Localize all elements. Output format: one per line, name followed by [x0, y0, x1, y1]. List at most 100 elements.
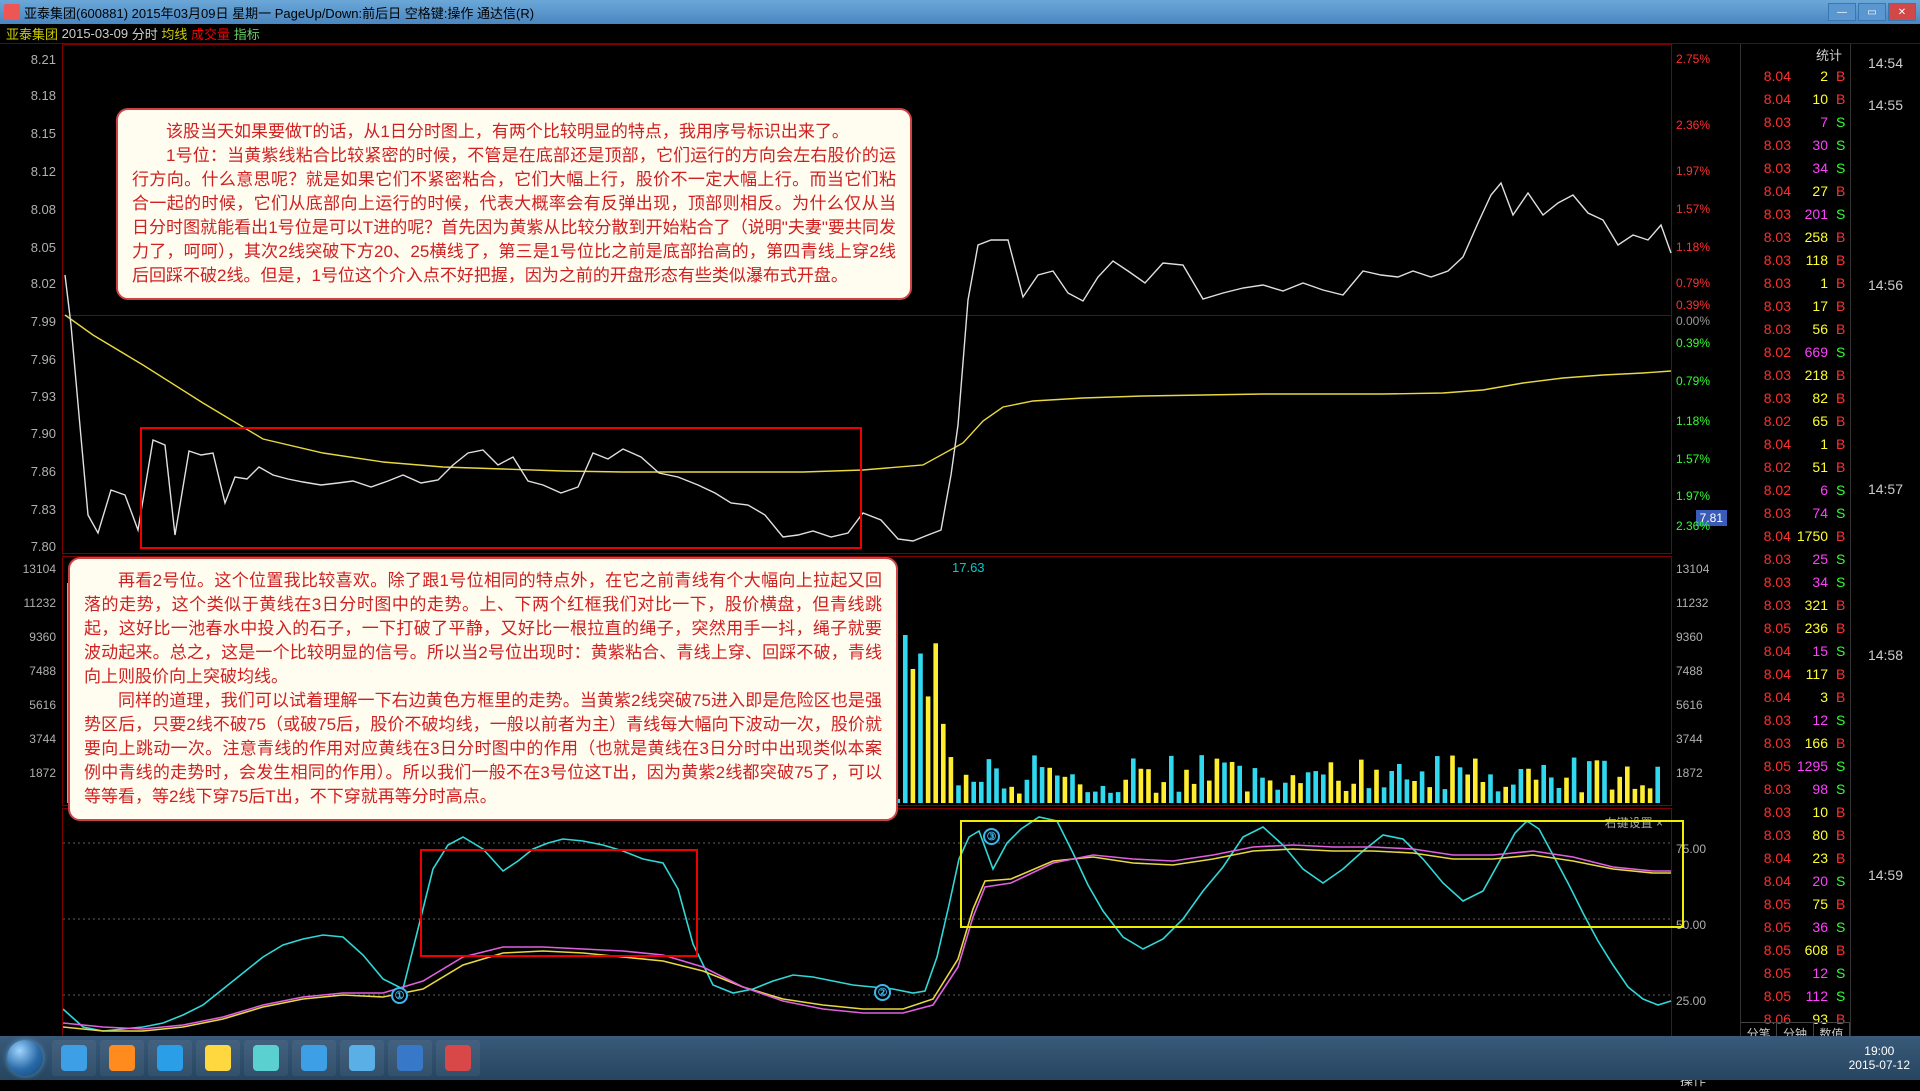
- pct-tick: 0.39%: [1676, 336, 1710, 350]
- trade-price: 8.04: [1741, 183, 1797, 199]
- trade-row: 8.031B: [1741, 271, 1850, 294]
- vol-tick: 1872: [29, 766, 56, 780]
- annotation-1-p2: 1号位：当黄紫线粘合比较紧密的时候，不管是在底部还是顶部，它们运行的方向会左右股…: [132, 144, 896, 288]
- taskbar-app-6[interactable]: [340, 1040, 384, 1076]
- app-icon: [205, 1045, 231, 1071]
- trade-vol: 1750: [1797, 528, 1836, 544]
- taskbar-app-4[interactable]: [244, 1040, 288, 1076]
- trade-price: 8.03: [1741, 781, 1797, 797]
- trade-price: 8.05: [1741, 965, 1797, 981]
- app-icon: [157, 1045, 183, 1071]
- trade-price: 8.03: [1741, 551, 1797, 567]
- trade-row: 8.05608B: [1741, 938, 1850, 961]
- close-button[interactable]: ✕: [1888, 3, 1916, 21]
- tray-date: 2015-07-12: [1849, 1058, 1910, 1072]
- time-label: 14:57: [1851, 474, 1920, 504]
- trade-side: B: [1836, 298, 1850, 314]
- title-bar: 亚泰集团(600881) 2015年03月09日 星期一 PageUp/Down…: [0, 0, 1920, 24]
- price-tick: 8.21: [31, 52, 56, 67]
- trade-price: 8.03: [1741, 804, 1797, 820]
- trade-price: 8.02: [1741, 413, 1797, 429]
- window-title: 亚泰集团(600881) 2015年03月09日 星期一 PageUp/Down…: [24, 3, 1828, 22]
- trade-price: 8.04: [1741, 436, 1797, 452]
- trade-vol: 12: [1797, 965, 1836, 981]
- trade-row: 8.0427B: [1741, 179, 1850, 202]
- pct-tick: 1.97%: [1676, 164, 1710, 178]
- app-icon: [397, 1045, 423, 1071]
- taskbar-app-1[interactable]: [100, 1040, 144, 1076]
- taskbar-app-0[interactable]: [52, 1040, 96, 1076]
- trade-row: 8.0374S: [1741, 501, 1850, 524]
- trade-row: 8.0310B: [1741, 800, 1850, 823]
- app-icon: [61, 1045, 87, 1071]
- trade-vol: 1: [1797, 275, 1836, 291]
- annotation-box-2: 再看2号位。这个位置我比较喜欢。除了跟1号位相同的特点外，在它之前青线有个大幅向…: [68, 557, 898, 821]
- trade-row: 8.051295S: [1741, 754, 1850, 777]
- trade-vol: 65: [1797, 413, 1836, 429]
- trade-row: 8.026S: [1741, 478, 1850, 501]
- stat-label[interactable]: 统计: [1816, 45, 1842, 64]
- trade-price: 8.04: [1741, 68, 1797, 84]
- trade-side: B: [1836, 735, 1850, 751]
- trade-row: 8.0410B: [1741, 87, 1850, 110]
- time-panel: 14:5414:5514:5614:5714:5814:59: [1850, 44, 1920, 1044]
- red-highlight-0: [140, 427, 862, 549]
- vol-tick-r: 1872: [1676, 766, 1703, 780]
- maximize-button[interactable]: ▭: [1858, 3, 1886, 21]
- trade-vol: 10: [1797, 91, 1836, 107]
- trade-price: 8.04: [1741, 666, 1797, 682]
- app-icon: [349, 1045, 375, 1071]
- trade-side: B: [1836, 413, 1850, 429]
- trade-side: S: [1836, 781, 1850, 797]
- trade-price: 8.05: [1741, 620, 1797, 636]
- taskbar-app-3[interactable]: [196, 1040, 240, 1076]
- trade-side: S: [1836, 919, 1850, 935]
- trade-side: B: [1836, 804, 1850, 820]
- time-label: 14:54: [1851, 48, 1920, 78]
- trade-vol: 74: [1797, 505, 1836, 521]
- price-tick: 8.18: [31, 88, 56, 103]
- pct-tick: 1.18%: [1676, 414, 1710, 428]
- trade-side: S: [1836, 344, 1850, 360]
- trade-row: 8.03258B: [1741, 225, 1850, 248]
- vol-tick: 3744: [29, 732, 56, 746]
- trade-vol: 6: [1797, 482, 1836, 498]
- taskbar-app-2[interactable]: [148, 1040, 192, 1076]
- trade-side: B: [1836, 275, 1850, 291]
- label-vol: 成交量: [191, 24, 230, 43]
- taskbar-app-8[interactable]: [436, 1040, 480, 1076]
- trade-price: 8.03: [1741, 505, 1797, 521]
- trade-vol: 1: [1797, 436, 1836, 452]
- trade-price: 8.03: [1741, 114, 1797, 130]
- trade-vol: 669: [1797, 344, 1836, 360]
- pct-tick: 1.57%: [1676, 452, 1710, 466]
- trade-vol: 36: [1797, 919, 1836, 935]
- price-tick: 8.15: [31, 126, 56, 141]
- trade-side: S: [1836, 482, 1850, 498]
- taskbar-app-5[interactable]: [292, 1040, 336, 1076]
- trade-side: B: [1836, 597, 1850, 613]
- start-button[interactable]: [0, 1036, 50, 1080]
- trade-price: 8.04: [1741, 689, 1797, 705]
- trade-vol: 321: [1797, 597, 1836, 613]
- trade-vol: 20: [1797, 873, 1836, 889]
- taskbar-app-7[interactable]: [388, 1040, 432, 1076]
- label-ind: 指标: [234, 24, 260, 43]
- trade-side: S: [1836, 712, 1850, 728]
- trade-row: 8.0420S: [1741, 869, 1850, 892]
- trade-price: 8.03: [1741, 597, 1797, 613]
- minimize-button[interactable]: —: [1828, 3, 1856, 21]
- trade-panel[interactable]: 统计 8.042B8.0410B8.037S8.0330S8.0334S8.04…: [1740, 44, 1850, 1044]
- system-tray[interactable]: 19:00 2015-07-12: [1849, 1044, 1920, 1072]
- trade-row: 8.043B: [1741, 685, 1850, 708]
- price-axis-left: 8.218.188.158.128.088.058.027.997.967.93…: [0, 44, 62, 554]
- taskbar[interactable]: 19:00 2015-07-12: [0, 1036, 1920, 1080]
- trade-row: 8.0265B: [1741, 409, 1850, 432]
- trade-vol: 25: [1797, 551, 1836, 567]
- trade-price: 8.03: [1741, 390, 1797, 406]
- trade-price: 8.03: [1741, 735, 1797, 751]
- trade-row: 8.05112S: [1741, 984, 1850, 1007]
- trade-price: 8.03: [1741, 206, 1797, 222]
- trade-side: S: [1836, 206, 1850, 222]
- trade-price: 8.04: [1741, 873, 1797, 889]
